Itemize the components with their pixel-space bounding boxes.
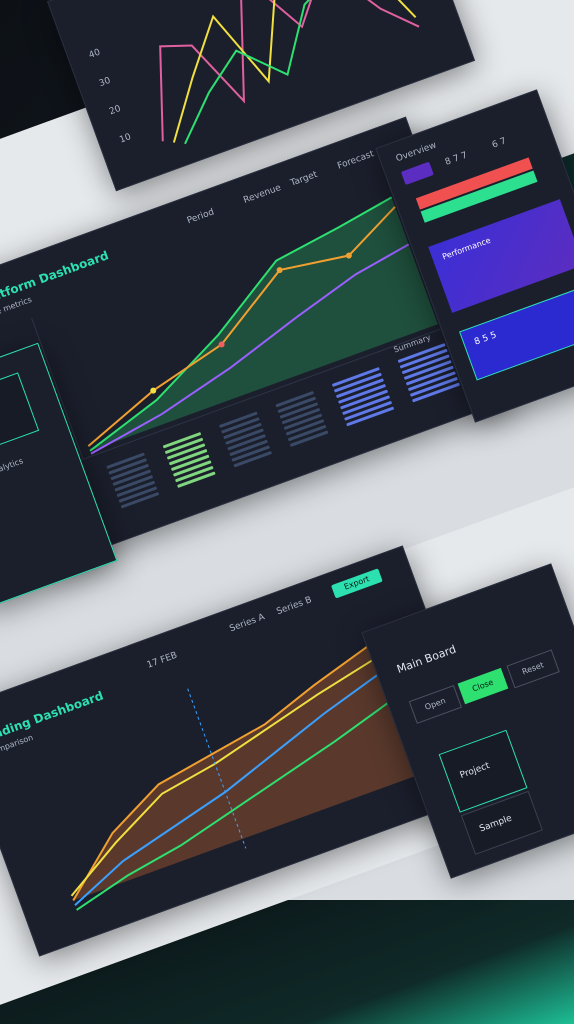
main-point-2[interactable] bbox=[218, 341, 226, 349]
main-series-green bbox=[89, 196, 393, 452]
bottom-right-button-open[interactable]: Open bbox=[408, 684, 463, 724]
bottom-line-chart bbox=[70, 641, 421, 911]
top-series-yellow bbox=[172, 0, 417, 143]
right-panel-title: Overview bbox=[394, 140, 438, 165]
top-series-pink bbox=[159, 0, 420, 142]
main-area-green bbox=[90, 197, 438, 451]
main-series-purple bbox=[90, 243, 410, 455]
bottom-marker-line bbox=[187, 688, 247, 849]
bottom-series-green bbox=[76, 698, 395, 911]
bottom-right-card-sample-label: Sample bbox=[478, 813, 514, 835]
top-series-green bbox=[184, 0, 388, 145]
main-dashboard-panel: Platform Dashboard Live metrics Period R… bbox=[0, 116, 510, 566]
bottom-right-card-project-label: Project bbox=[458, 760, 492, 781]
right-stat-b: 6 7 bbox=[490, 136, 508, 151]
main-line-chart bbox=[87, 196, 438, 455]
bottom-right-button-reset[interactable]: Reset bbox=[506, 649, 560, 689]
right-stat-badge[interactable] bbox=[400, 161, 434, 186]
main-point-1[interactable] bbox=[149, 387, 157, 395]
bottom-dashboard-panel: Trading Dashboard Comparison 17 FEB Seri… bbox=[0, 545, 493, 957]
left-side-card[interactable] bbox=[0, 372, 40, 452]
top-line-chart bbox=[159, 0, 420, 145]
bottom-series-orange bbox=[72, 641, 374, 902]
bottom-right-button-close[interactable]: Close bbox=[457, 667, 509, 705]
right-card-label: Performance bbox=[441, 235, 492, 262]
main-point-4[interactable] bbox=[345, 252, 353, 260]
right-performance-card[interactable]: Performance bbox=[428, 199, 574, 313]
bottom-right-title: Main Board bbox=[395, 642, 458, 677]
right-stat-a: 8 7 7 bbox=[443, 150, 469, 168]
top-chart-panel: 40 30 20 10 bbox=[46, 0, 476, 192]
left-side-label: Analytics bbox=[0, 456, 25, 478]
main-series-orange bbox=[87, 206, 396, 447]
right-card-value: 8 5 5 bbox=[473, 330, 499, 348]
main-point-3[interactable] bbox=[276, 266, 284, 274]
